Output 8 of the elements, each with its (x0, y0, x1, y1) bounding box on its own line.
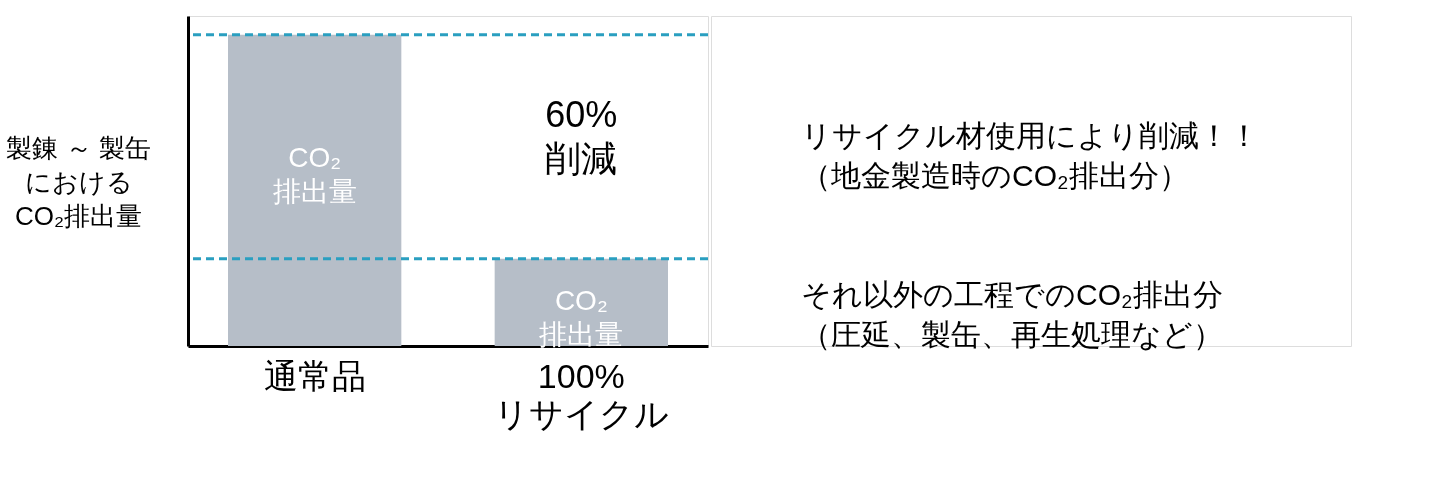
x-tick-label: 100% リサイクル (493, 356, 669, 433)
y-axis-title: 製錬 ～ 製缶における CO₂排出量 (6, 132, 151, 231)
annotation: 60% 削減 (545, 93, 618, 179)
annotation: CO₂ 排出量 (539, 285, 624, 351)
text: それ以外の工程でのCO₂排出分（圧延、製缶、再生処理など） (801, 278, 1223, 352)
x-tick-label: 通常品 (263, 356, 366, 395)
text: リサイクル材使用により削減！！（地金製造時のCO₂排出分） (801, 119, 1259, 193)
annotation: CO₂ 排出量 (272, 142, 357, 208)
